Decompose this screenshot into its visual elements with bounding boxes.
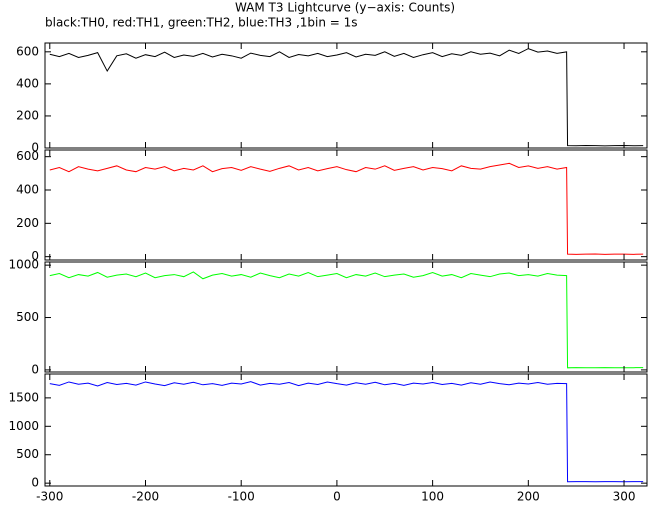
y-tick-label: 200 [16,216,39,230]
light-curve [49,48,644,147]
y-tick-label: 0 [31,249,39,263]
light-curve [49,162,644,255]
y-tick-label: 500 [16,447,39,461]
x-tick-label: 0 [333,490,341,504]
chart-title: WAM T3 Lightcurve (y−axis: Counts) [235,1,455,15]
panel-frame [44,42,648,149]
x-tick-label: 300 [613,490,636,504]
y-tick-label: 200 [16,108,39,122]
y-tick-label: 1500 [8,390,39,404]
chart-subtitle: black:TH0, red:TH1, green:TH2, blue:TH3 … [45,16,358,30]
y-tick-label: 0 [31,362,39,376]
y-tick-label: 0 [31,141,39,155]
x-tick-label: -300 [36,490,63,504]
y-tick-label: 1000 [8,419,39,433]
x-tick-label: 100 [421,490,444,504]
light-curve [49,271,644,369]
x-tick-label: 200 [517,490,540,504]
x-tick-label: -100 [228,490,255,504]
panel-frame [44,373,648,487]
x-tick-label: -200 [132,490,159,504]
y-tick-label: 600 [16,149,39,163]
y-tick-label: 400 [16,183,39,197]
y-tick-label: 0 [31,476,39,490]
y-tick-label: 400 [16,76,39,90]
panel-frame [44,261,648,373]
y-tick-label: 600 [16,44,39,58]
y-tick-label: 500 [16,310,39,324]
panel-frame [44,149,648,261]
y-tick-label: 1000 [8,258,39,272]
light-curve [49,381,644,483]
